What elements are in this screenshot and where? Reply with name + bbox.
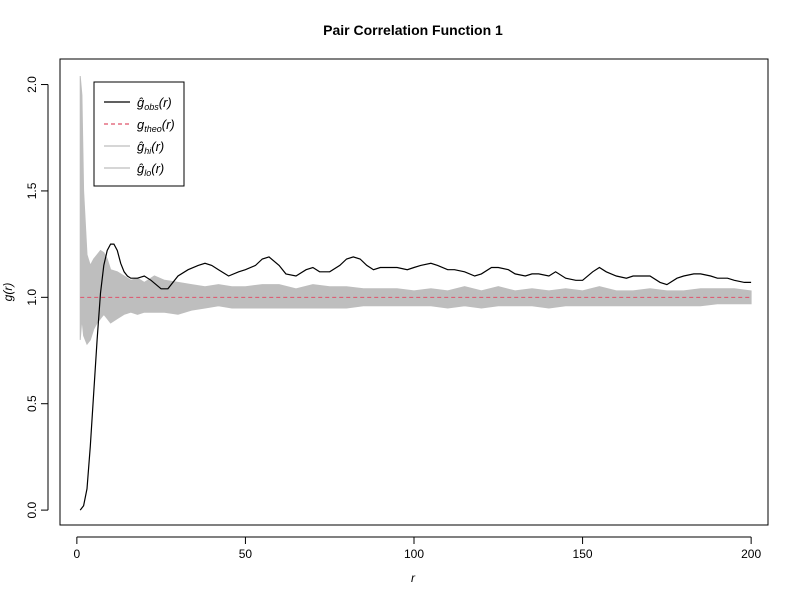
envelope-band [79,75,752,346]
obs-layer [79,243,752,511]
y-tick-label: 1.0 [25,289,39,306]
obs-line [79,243,752,511]
y-axis-label: g(r) [1,283,15,302]
legend-label-obs: ĝobs(r) [137,95,172,112]
chart-title: Pair Correlation Function 1 [323,22,503,38]
legend-label-theo: gtheo(r) [137,117,175,134]
envelope-layer [79,75,752,346]
x-axis-label: r [411,571,416,585]
x-tick-label: 150 [573,547,593,561]
x-tick-label: 50 [239,547,253,561]
y-tick-label: 1.5 [25,182,39,199]
x-tick-label: 100 [404,547,424,561]
y-tick-label: 0.5 [25,395,39,412]
x-axis: 0 50 100 150 200 [74,536,761,561]
legend-box [93,81,185,187]
plot-frame [59,58,769,526]
y-tick-label: 2.0 [25,76,39,93]
legend: ĝobs(r) gtheo(r) ĝhi(r) ĝlo(r) [93,81,185,187]
y-tick-label: 0.0 [25,501,39,518]
legend-label-hi: ĝhi(r) [137,139,164,156]
y-axis: 0.0 0.5 1.0 1.5 2.0 [25,76,49,518]
legend-label-lo: ĝlo(r) [137,161,164,178]
x-tick-label: 0 [74,547,81,561]
x-tick-label: 200 [741,547,761,561]
